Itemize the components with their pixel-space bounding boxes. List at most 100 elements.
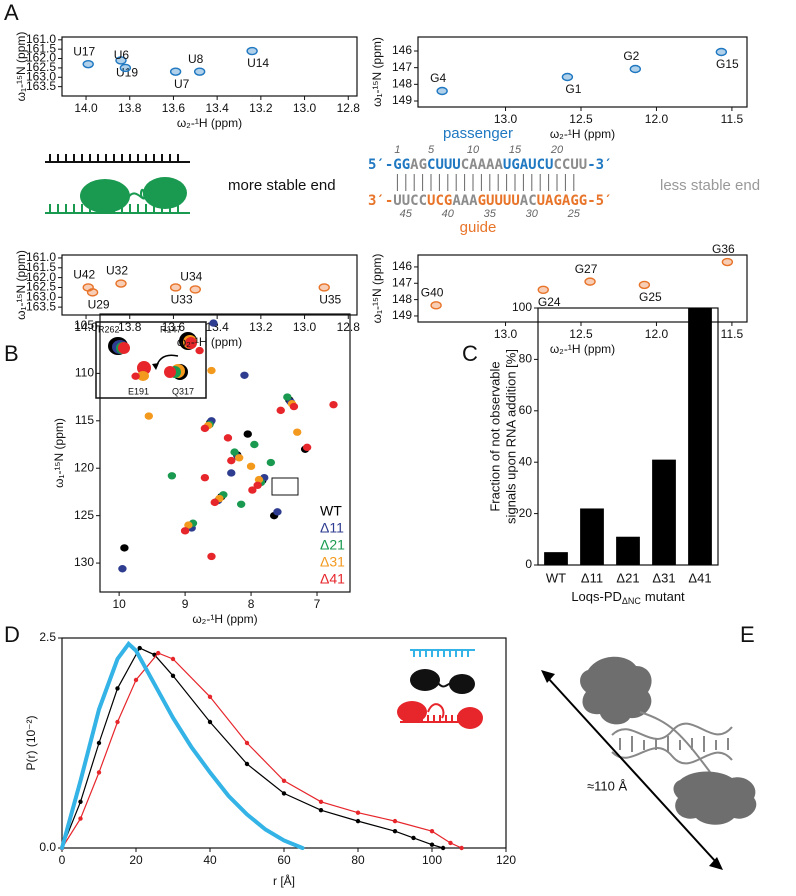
peak <box>638 280 651 290</box>
panel-label: C <box>462 341 478 366</box>
bar <box>652 459 676 565</box>
point <box>207 694 213 699</box>
peak <box>246 46 258 56</box>
sequence: 5′-GGAGCUUUCAAAAUGAUCUCCUU-3′ <box>368 157 612 173</box>
plot-frame <box>61 254 358 316</box>
legend-cartoons <box>397 649 483 729</box>
point <box>392 818 398 824</box>
y-tick-label: 163.5 <box>26 79 56 93</box>
peak <box>430 301 442 310</box>
point <box>281 778 287 783</box>
peak <box>253 481 262 489</box>
x-tick-label: 13.0 <box>293 101 317 115</box>
x-axis-label: r [Å] <box>273 873 295 888</box>
x-tick-label: 13.8 <box>118 320 142 334</box>
x-tick-label: 80 <box>351 853 365 867</box>
y-tick-label: 125 <box>74 508 94 522</box>
peak <box>200 424 210 433</box>
peak <box>246 462 256 471</box>
point <box>244 740 250 746</box>
x-tick-label: 13.4 <box>205 101 229 115</box>
peak <box>561 72 574 82</box>
peak <box>167 472 177 480</box>
peak <box>115 279 127 288</box>
point <box>440 845 446 851</box>
peak <box>240 371 249 379</box>
point <box>156 650 161 656</box>
sequence-segment: 5′-GG <box>368 157 410 173</box>
plot-frame <box>61 637 507 849</box>
y-tick-label: 100 <box>512 300 532 314</box>
y-tick-label: 149 <box>392 93 412 107</box>
peak <box>120 544 129 552</box>
peak <box>293 428 302 436</box>
sequence: 3′-UUCCUCGAAAGUUUUACUAGAGG-5′ <box>368 193 613 209</box>
y-tick-label: 148 <box>392 77 412 91</box>
sequence-segment: AAA <box>452 193 478 209</box>
point <box>429 829 435 834</box>
x-axis-label: ω₂-¹H (ppm) <box>177 116 242 130</box>
peak-label: G24 <box>538 295 561 309</box>
sequence-segment: CUUU <box>427 157 461 173</box>
y-tick-label: 161.0 <box>26 32 56 46</box>
peak <box>207 366 216 375</box>
end-label: less stable end <box>660 177 760 194</box>
x-tick-label: 13.2 <box>249 320 273 334</box>
inset <box>95 321 299 496</box>
x-tick-label: 12.5 <box>569 112 593 126</box>
peak <box>184 521 193 529</box>
curve <box>61 652 463 849</box>
x-tick-label: 13.0 <box>494 327 518 341</box>
label-part: Loqs-PD <box>571 589 622 604</box>
point <box>459 845 464 851</box>
peak <box>180 527 190 535</box>
x-axis-label: ω₂-¹H (ppm) <box>192 612 257 626</box>
peak-label: U19 <box>116 66 138 80</box>
sequence-segment: UGAUCU <box>503 157 554 173</box>
peak <box>209 319 218 327</box>
point <box>207 719 213 725</box>
peak <box>266 458 276 467</box>
position-number: 45 <box>400 208 413 220</box>
inset-label: R147 <box>160 324 182 334</box>
peak <box>230 448 239 456</box>
plot-frame <box>99 313 351 593</box>
peak <box>144 412 154 420</box>
point <box>78 799 83 804</box>
x-tick-label: 11.5 <box>721 327 744 341</box>
y-tick-label: 162.5 <box>26 280 56 294</box>
y-axis-label: ω₁-¹⁵N (ppm) <box>370 254 384 324</box>
peak-label: U34 <box>180 270 202 284</box>
y-tick-label: 40 <box>519 454 533 468</box>
label-subscript: ΔNC <box>622 596 642 606</box>
x-tick-label: 13.6 <box>162 320 186 334</box>
y-tick-label: 2.5 <box>39 630 56 644</box>
y-tick-label: 163.0 <box>26 69 56 83</box>
peak <box>302 443 312 452</box>
y-tick-label: 115 <box>75 413 94 427</box>
y-tick-label: 0 <box>525 557 532 571</box>
inset-label: Q317 <box>172 386 194 396</box>
y-axis-label: ω₁-¹⁵N (ppm) <box>14 32 28 102</box>
x-tick-label: 12.8 <box>337 320 361 334</box>
peak <box>537 285 549 295</box>
y-axis-label: P(r) (10⁻²) <box>24 716 38 771</box>
peak <box>86 288 99 297</box>
position-number: 5 <box>428 144 435 156</box>
point <box>96 770 102 775</box>
peak <box>200 474 210 482</box>
sequence-segment: UUCC <box>393 193 427 209</box>
peak-label: G4 <box>430 71 446 85</box>
point <box>115 719 120 725</box>
x-tick-label: 20 <box>129 853 143 867</box>
x-axis-label: Loqs-PDΔNC mutant <box>571 589 685 606</box>
peak <box>189 285 201 294</box>
x-tick-label: 10 <box>112 597 126 611</box>
peak-label: U42 <box>73 268 95 282</box>
y-axis-label: ω₁-¹⁵N (ppm) <box>14 250 28 320</box>
y-tick-label: 162.5 <box>26 60 56 74</box>
peak <box>236 500 246 508</box>
y-axis-label: Fraction of not observable <box>487 361 502 511</box>
peak-label: G2 <box>623 49 639 63</box>
